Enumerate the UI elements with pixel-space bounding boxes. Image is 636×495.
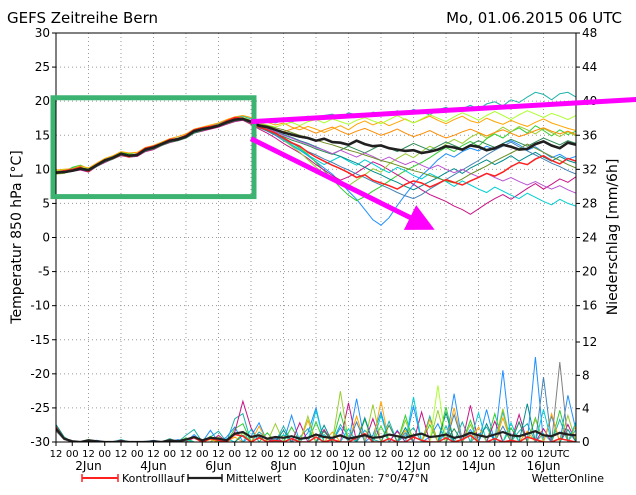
right-tick-labels: 48444036322824201612840: [576, 26, 597, 449]
left-tick-label-6: 0: [42, 231, 50, 245]
temp-member-5: [56, 114, 576, 171]
x-date-label-5: 12Jun: [396, 459, 430, 473]
precip-member-2: [56, 356, 576, 442]
x-tick-label-15: 00: [293, 449, 306, 460]
right-tick-label-top-4: 32: [582, 162, 597, 176]
left-tick-label-11: -25: [30, 401, 50, 415]
precip-mean: [56, 428, 576, 442]
x-tick-label-0: 12: [50, 449, 63, 460]
x-tick-label-5: 00: [131, 449, 144, 460]
left-tick-label-7: -5: [38, 265, 50, 279]
right-tick-label-top-3: 36: [582, 128, 597, 142]
trend-arrow-2: [249, 136, 435, 230]
coordinates-label: Koordinaten: 7°0/47°N: [304, 472, 428, 485]
left-tick-label-1: 25: [35, 60, 50, 74]
precip-members: [56, 356, 576, 442]
x-tick-label-13: 00: [261, 449, 274, 460]
left-tick-label-2: 20: [35, 94, 50, 108]
left-tick-label-12: -30: [30, 435, 50, 449]
x-tick-label-3: 00: [98, 449, 111, 460]
x-tick-label-24: 12: [440, 449, 453, 460]
x-tick-label-12: 12: [245, 449, 258, 460]
x-date-label-1: 4Jun: [140, 459, 166, 473]
right-tick-label-top-7: 20: [582, 265, 597, 279]
x-tick-label-20: 12: [375, 449, 388, 460]
x-tick-label-23: 00: [423, 449, 436, 460]
x-tick-label-7: 00: [163, 449, 176, 460]
x-tick-label-27: 00: [488, 449, 501, 460]
x-tick-label-26: 12: [472, 449, 485, 460]
right-tick-label-top-1: 44: [582, 60, 597, 74]
x-tick-label-17: 00: [326, 449, 339, 460]
grid: [56, 33, 576, 442]
x-date-label-2: 6Jun: [205, 459, 231, 473]
x-date-labels: 2Jun 4Jun 6Jun 8Jun 10Jun 12Jun 14Jun 16Jun: [75, 459, 560, 473]
x-tick-label-18: 12: [342, 449, 355, 460]
x-date-label-0: 2Jun: [75, 459, 101, 473]
annotations: [50, 95, 636, 230]
right-tick-label-top-5: 28: [582, 196, 597, 210]
left-tick-label-4: 10: [35, 162, 50, 176]
y-axis-label-right: Niederschlag [mm/6h]: [605, 159, 621, 316]
x-tick-label-9: 00: [196, 449, 209, 460]
precip-control: [56, 426, 576, 442]
right-tick-label-bottom-0: 12: [582, 335, 597, 349]
brand-label: WetterOnline: [532, 472, 605, 485]
precip-member-8: [56, 403, 576, 442]
run-date: Mo, 01.06.2015 06 UTC: [446, 9, 622, 27]
left-tick-label-8: -10: [30, 299, 50, 313]
x-tick-label-16: 12: [310, 449, 323, 460]
right-tick-label-top-6: 24: [582, 231, 597, 245]
x-tick-labels: 12 00 12 00 12 00 12 00 12 00 12 00 12 00 12 00 12 00 12 00…: [50, 442, 570, 460]
right-tick-label-bottom-2: 4: [582, 402, 590, 416]
temp-member-4: [56, 119, 576, 215]
highlight-box: [50, 95, 257, 200]
x-tick-label-10: 12: [212, 449, 225, 460]
chart-title: GEFS Zeitreihe Bern: [7, 9, 158, 27]
x-tick-label-29: 00: [521, 449, 534, 460]
temp-mean: [56, 117, 576, 174]
x-tick-label-11: 00: [228, 449, 241, 460]
x-tick-label-14: 12: [277, 449, 290, 460]
x-date-label-3: 8Jun: [270, 459, 296, 473]
legend-mean-label: Mittelwert: [226, 472, 282, 485]
x-tick-label-2: 12: [82, 449, 95, 460]
x-tick-label-31: UTC: [550, 449, 570, 460]
x-date-label-4: 10Jun: [331, 459, 365, 473]
trend-arrow-1: [250, 96, 636, 125]
temperature-members: [56, 91, 576, 226]
left-tick-label-3: 15: [35, 128, 50, 142]
precip-member-3: [56, 406, 576, 442]
left-tick-label-10: -20: [30, 367, 50, 381]
x-tick-label-19: 00: [358, 449, 371, 460]
x-tick-label-8: 12: [180, 449, 193, 460]
x-tick-label-6: 12: [147, 449, 160, 460]
right-tick-label-top-0: 48: [582, 26, 597, 40]
x-tick-label-21: 00: [391, 449, 404, 460]
x-tick-label-25: 00: [456, 449, 469, 460]
precip-member-7: [56, 396, 576, 442]
x-tick-label-1: 00: [66, 449, 79, 460]
legend-control: Kontrolllauf: [81, 472, 186, 485]
left-tick-labels: 30 25 20 15 10 5 0 -5 -10 -15 -20 -25 -30: [30, 26, 56, 449]
left-tick-label-9: -15: [30, 333, 50, 347]
x-tick-label-22: 12: [407, 449, 420, 460]
left-tick-label-0: 30: [35, 26, 50, 40]
x-tick-label-4: 12: [115, 449, 128, 460]
x-tick-label-30: 12: [537, 449, 550, 460]
right-tick-label-bottom-3: 0: [582, 435, 590, 449]
x-date-label-6: 14Jun: [461, 459, 495, 473]
y-axis-label-left: Temperatur 850 hPa [°C]: [9, 150, 25, 324]
x-date-label-7: 16Jun: [526, 459, 560, 473]
legend-control-label: Kontrolllauf: [122, 472, 186, 485]
left-tick-label-5: 5: [42, 196, 50, 210]
right-tick-label-bottom-1: 8: [582, 368, 590, 382]
legend-mean: Mittelwert: [187, 472, 282, 485]
x-tick-label-28: 12: [505, 449, 518, 460]
right-tick-label-top-8: 16: [582, 299, 597, 313]
